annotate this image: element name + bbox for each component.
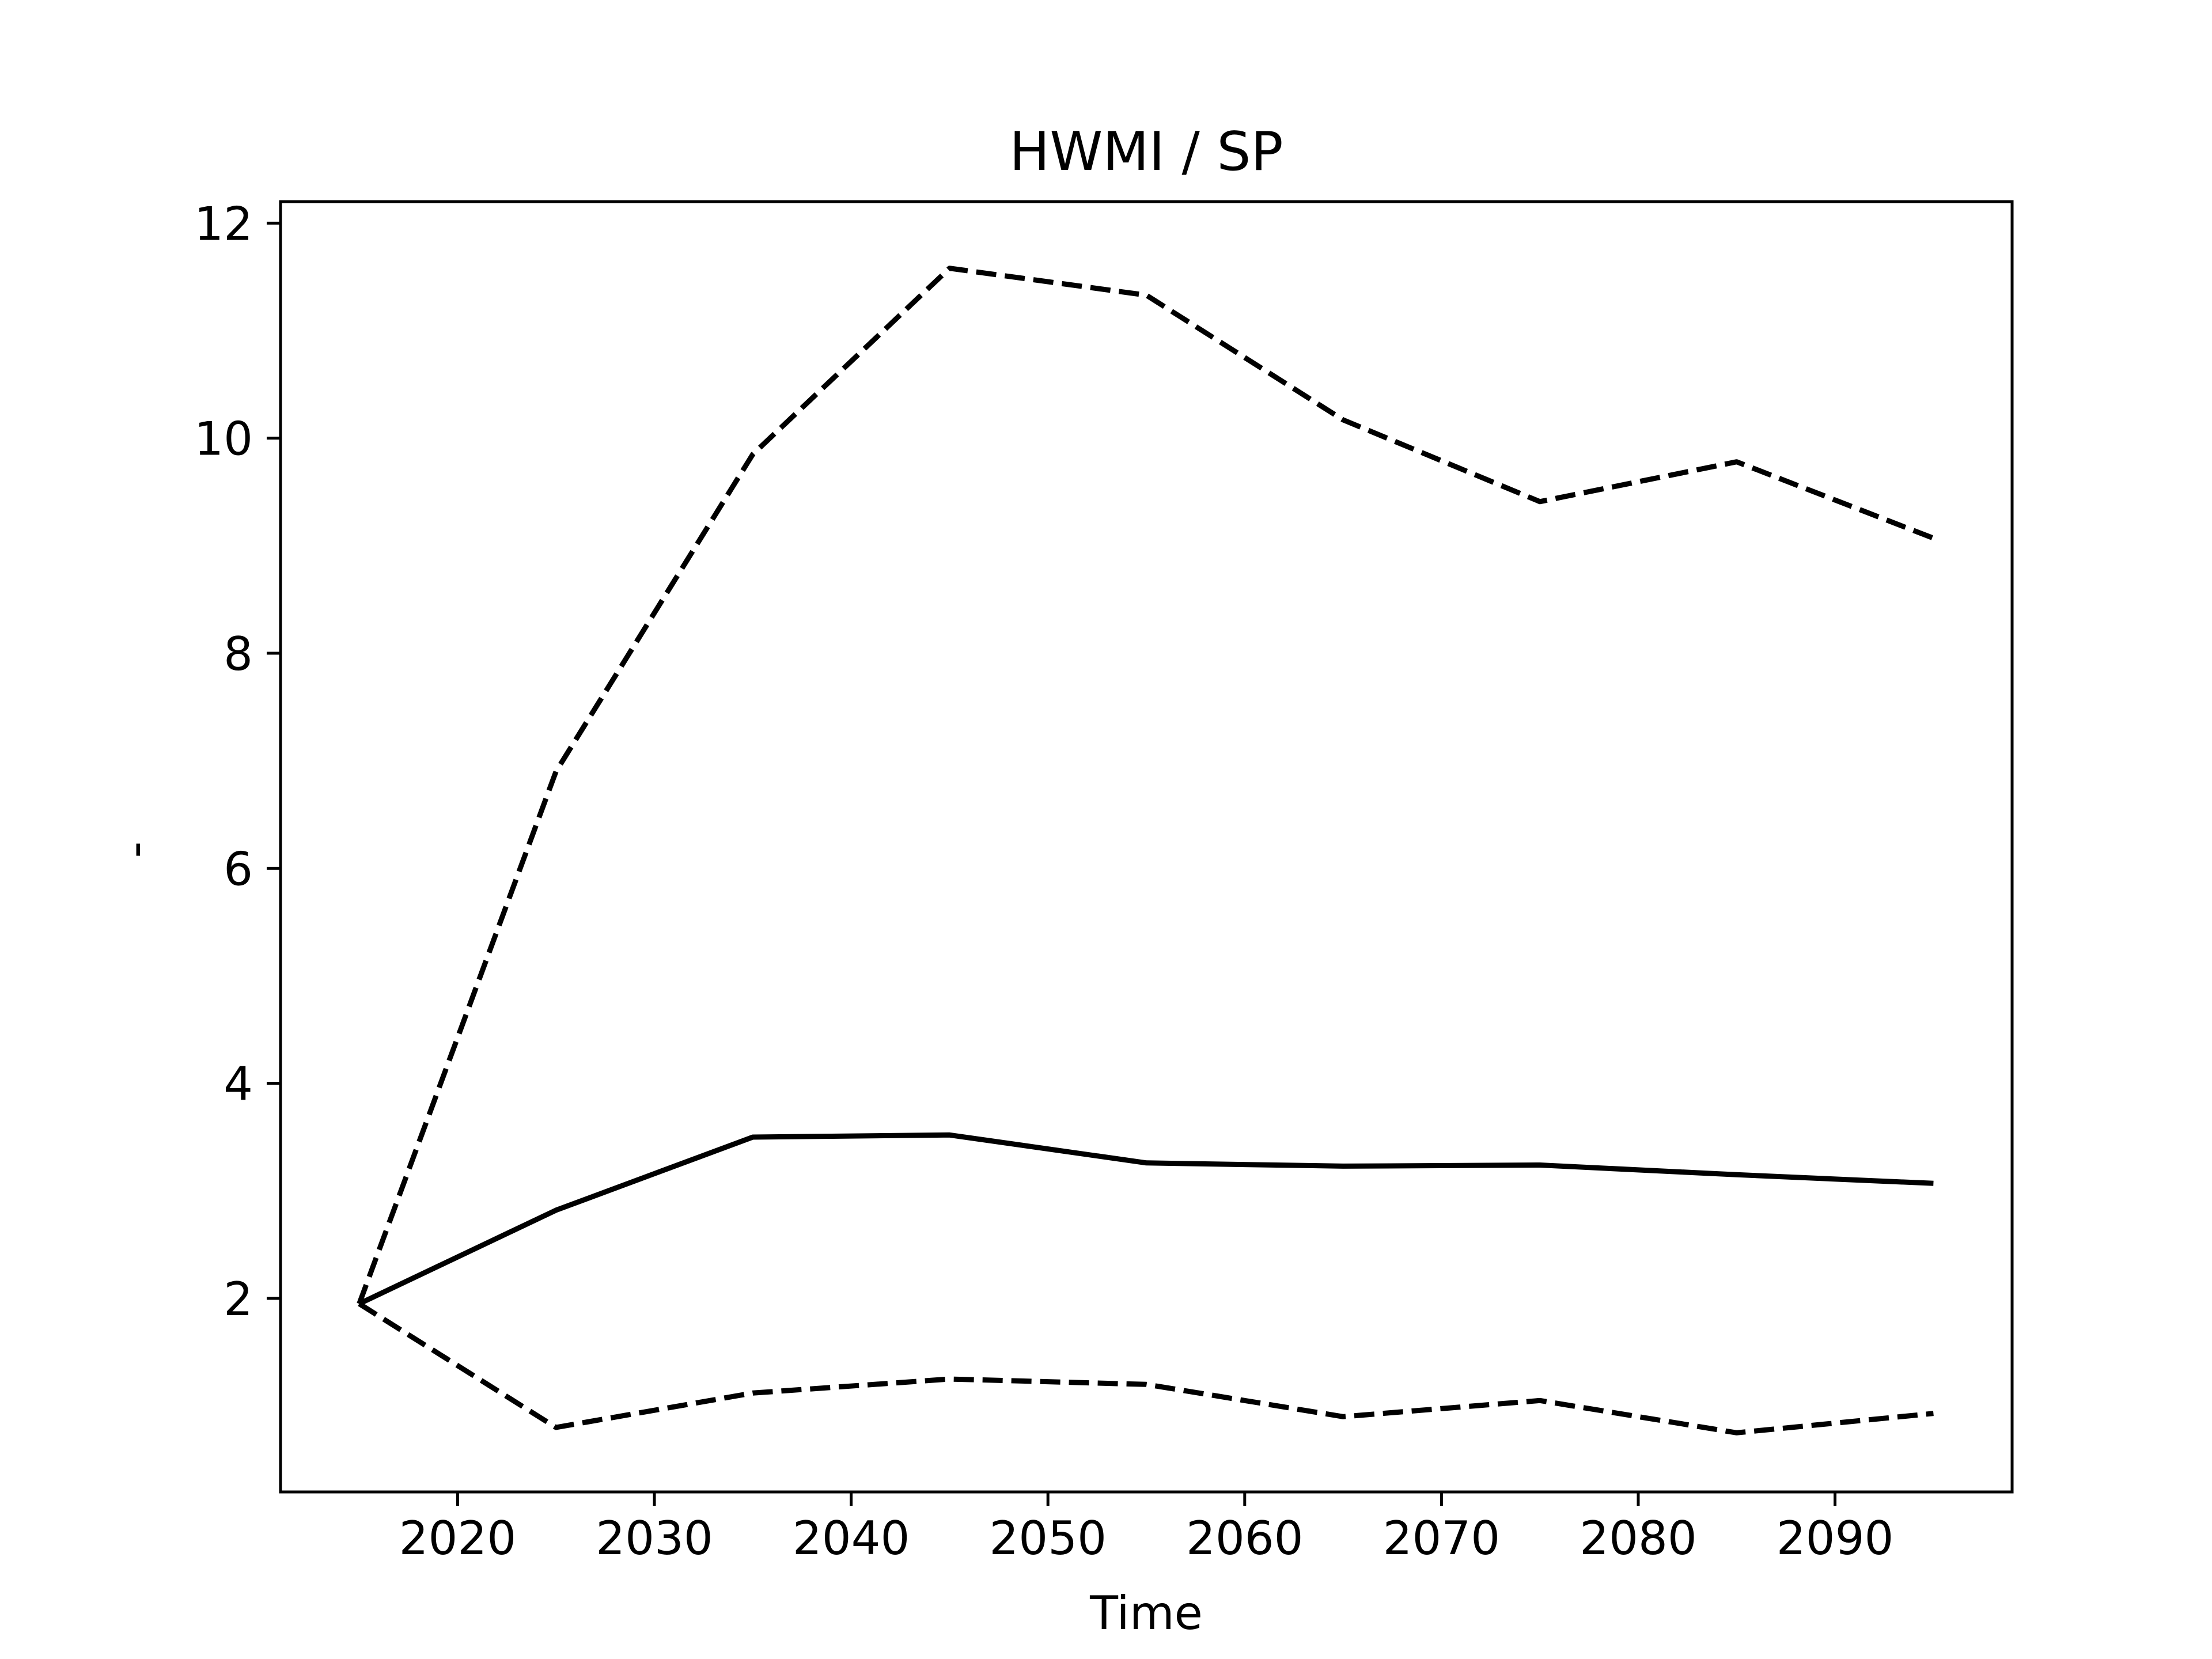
x-tick-label: 2080 xyxy=(1580,1512,1697,1565)
y-tick-label: 4 xyxy=(224,1058,253,1111)
x-axis-label: Time xyxy=(1089,1586,1203,1640)
chart-title: HWMI / SP xyxy=(1009,120,1283,183)
series-line-upper xyxy=(357,266,1935,1305)
plot-frame xyxy=(279,200,2014,1494)
y-axis: 2 4 6 8 10 12 xyxy=(194,197,281,1326)
x-tick-label: 2070 xyxy=(1383,1512,1501,1565)
y-tick-label: 2 xyxy=(224,1272,253,1326)
x-tick-label: 2040 xyxy=(793,1512,910,1565)
x-axis: 2020 2030 2040 2050 2060 2070 2080 2090 xyxy=(399,1492,1894,1565)
y-tick-label: 6 xyxy=(224,842,253,896)
x-tick-label: 2020 xyxy=(399,1512,517,1565)
x-tick-label: 2060 xyxy=(1186,1512,1304,1565)
y-axis-label: - xyxy=(108,842,162,858)
x-tick-label: 2050 xyxy=(989,1512,1107,1565)
x-tick-label: 2030 xyxy=(596,1512,713,1565)
series-layer xyxy=(357,266,1935,1435)
y-tick-label: 10 xyxy=(194,412,253,466)
x-tick-label: 2090 xyxy=(1777,1512,1894,1565)
y-tick-label: 12 xyxy=(194,197,253,251)
series-line-lower xyxy=(358,1301,1934,1435)
y-tick-label: 8 xyxy=(224,627,253,681)
